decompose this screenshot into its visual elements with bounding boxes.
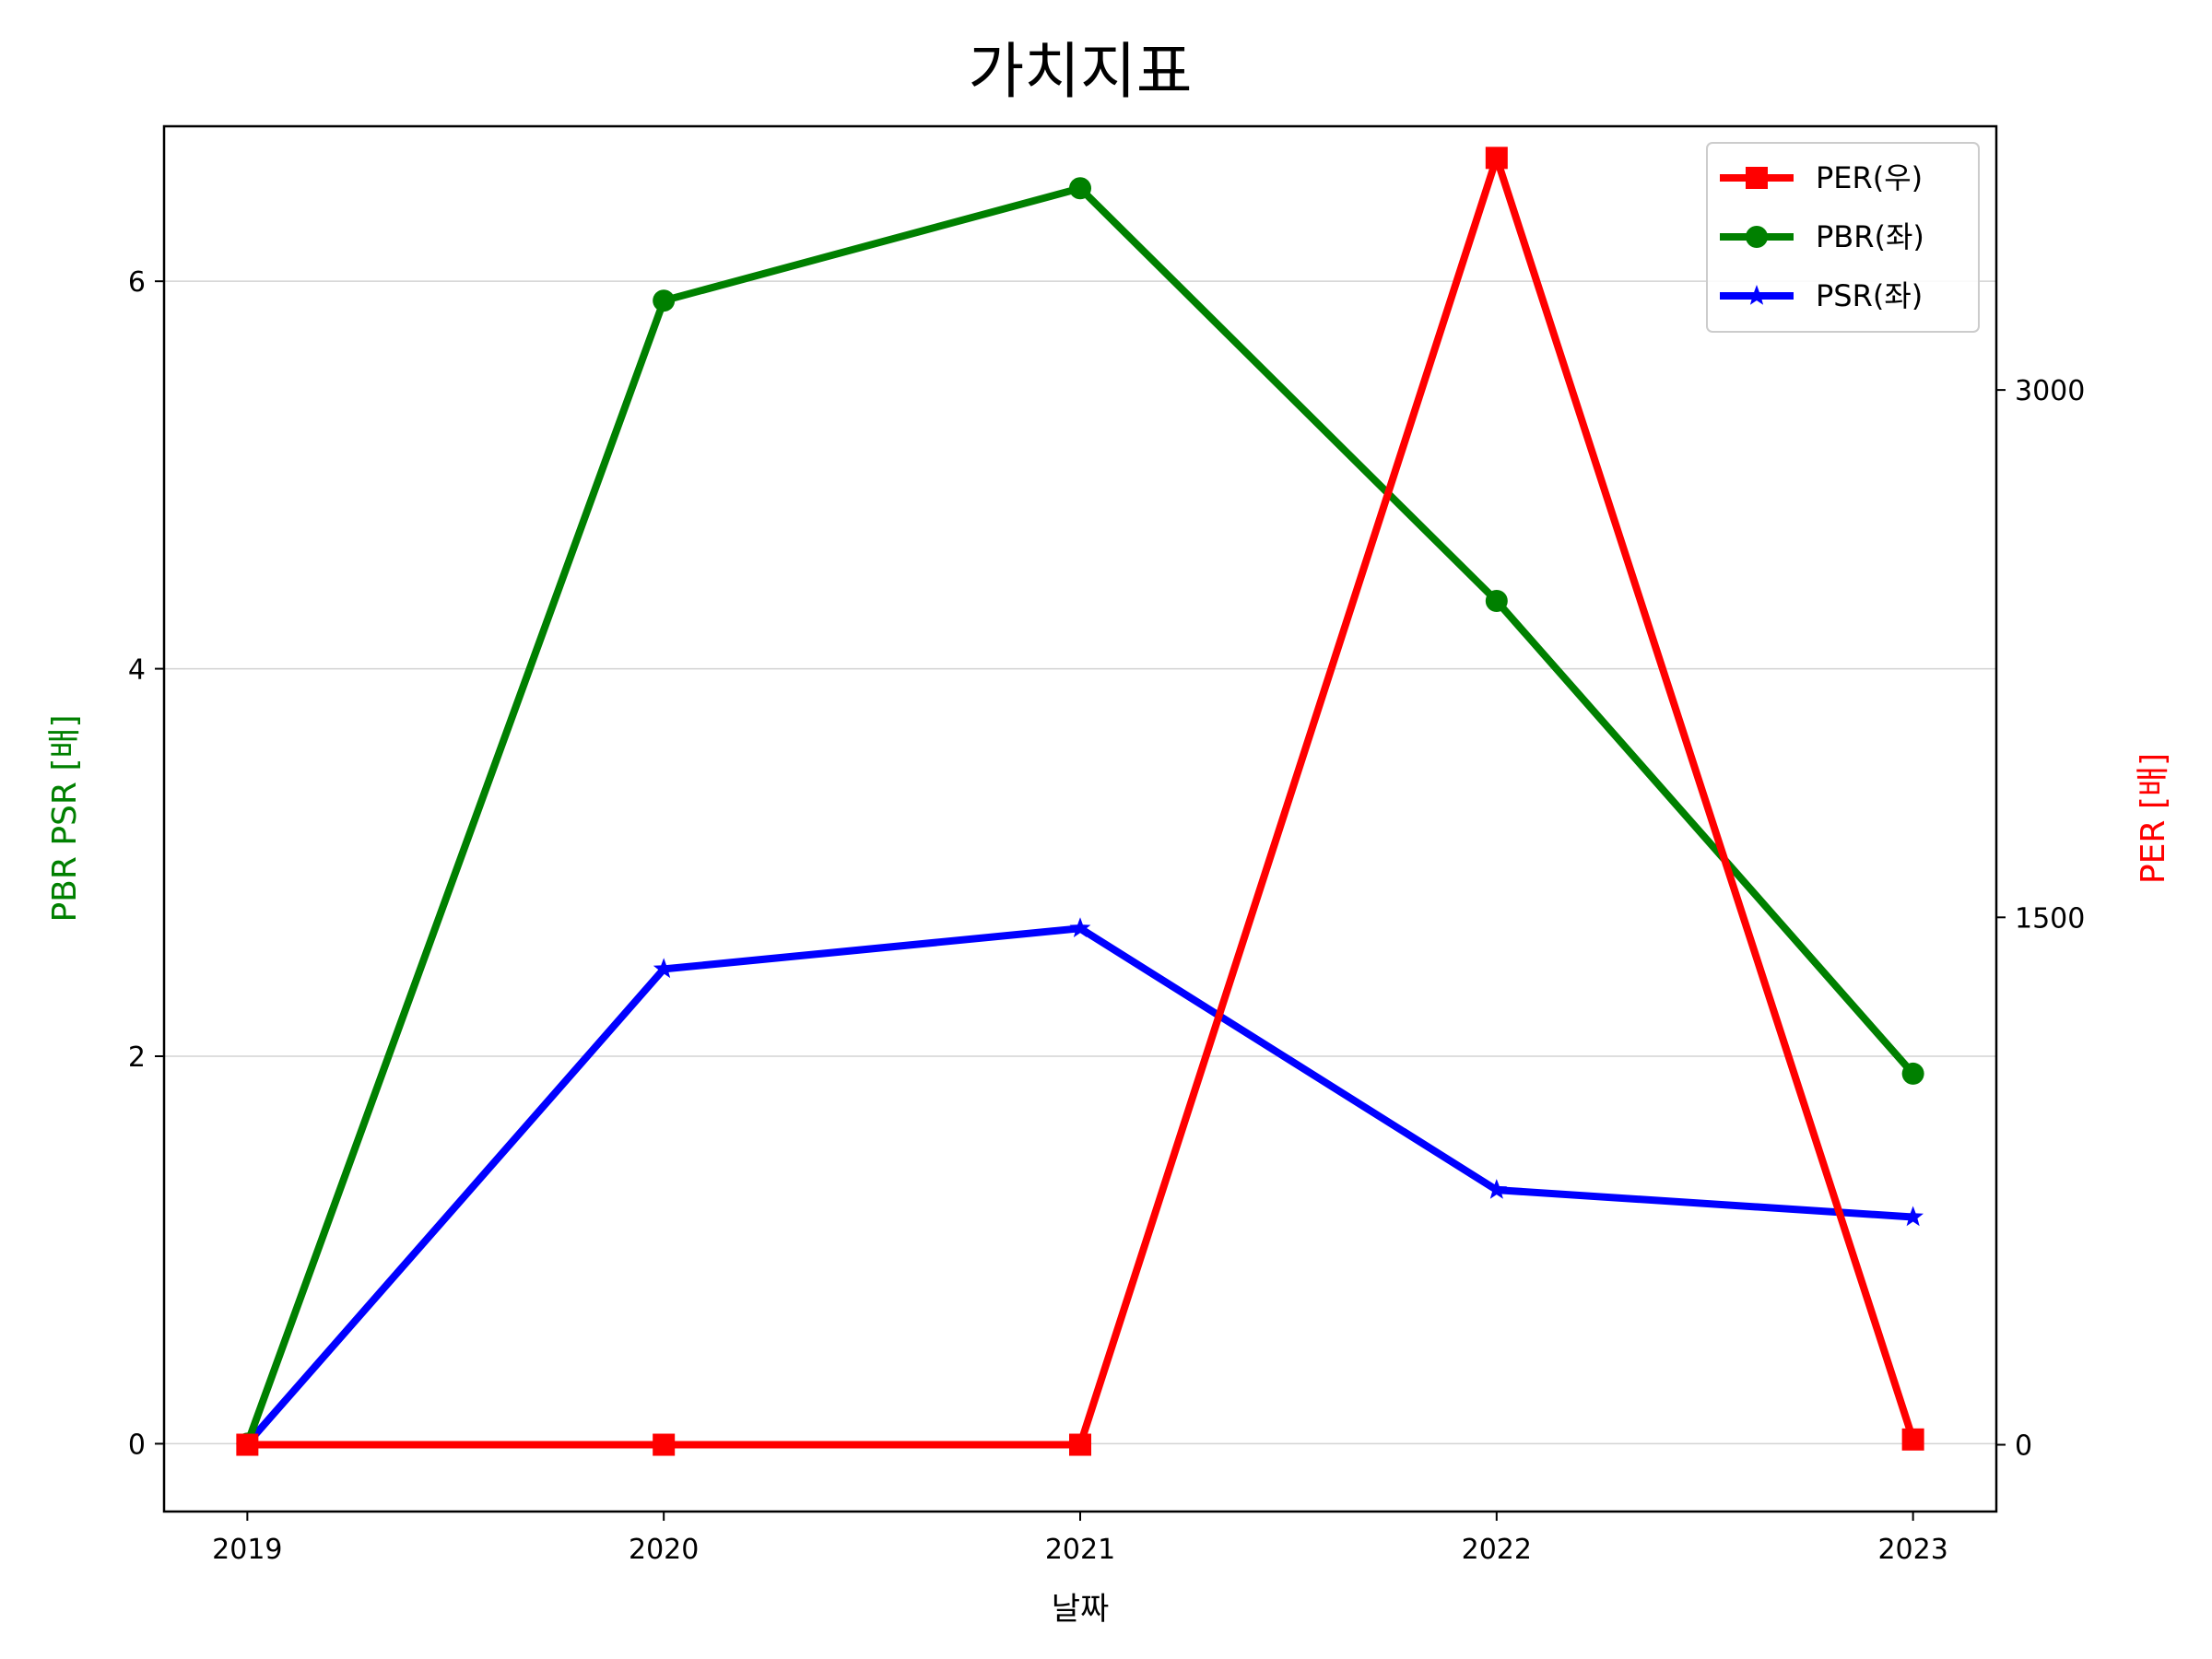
data-point bbox=[1901, 1062, 1924, 1085]
legend-label: PBR(좌) bbox=[1816, 219, 1924, 254]
legend-entry: PSR(좌) bbox=[1720, 278, 1923, 313]
legend: PER(우) PBR(좌) PSR(좌) bbox=[1706, 142, 1980, 333]
y-axis-left-label: PBR PSR [배] bbox=[46, 714, 84, 922]
data-point bbox=[1069, 917, 1091, 937]
x-axis-label: 날짜 bbox=[1052, 1591, 1110, 1628]
legend-marker bbox=[1746, 226, 1768, 248]
x-tick-label: 2020 bbox=[629, 1534, 699, 1566]
data-point bbox=[1902, 1206, 1924, 1227]
legend-marker bbox=[1746, 285, 1768, 305]
y-right-tick-label: 0 bbox=[2015, 1430, 2032, 1463]
series-layer bbox=[236, 147, 1924, 1456]
series-line bbox=[244, 924, 1913, 1447]
legend-box bbox=[1706, 142, 1980, 333]
plot-frame bbox=[162, 124, 1998, 1513]
y-left-tick-label: 4 bbox=[128, 654, 146, 687]
y-axis-left: 0 2 4 6 bbox=[128, 266, 164, 1461]
x-axis: 2019 2020 2021 2022 2023 bbox=[212, 1512, 1948, 1566]
legend-entry: PER(우) bbox=[1720, 160, 1923, 195]
data-point bbox=[1069, 177, 1091, 200]
series-PSR(좌) bbox=[237, 917, 1924, 1453]
grid-layer bbox=[164, 280, 1996, 1445]
x-tick-label: 2022 bbox=[1462, 1534, 1532, 1566]
legend-label: PER(우) bbox=[1816, 160, 1923, 195]
data-point bbox=[653, 1433, 676, 1456]
series-PER(우) bbox=[236, 147, 1924, 1456]
legend-marker bbox=[1746, 167, 1768, 189]
x-tick-label: 2023 bbox=[1877, 1534, 1947, 1566]
data-point bbox=[1485, 590, 1508, 613]
legend-entry: PBR(좌) bbox=[1720, 219, 1924, 254]
series-line bbox=[247, 154, 1917, 1449]
data-point bbox=[653, 958, 675, 979]
y-axis-right: 0 1500 3000 bbox=[1996, 375, 2085, 1463]
series-line bbox=[243, 184, 1916, 1445]
y-right-tick-label: 1500 bbox=[2015, 902, 2085, 935]
y-axis-right-label: PER [배] bbox=[2135, 753, 2172, 884]
data-point bbox=[1901, 1428, 1924, 1451]
y-right-tick-label: 3000 bbox=[2015, 375, 2085, 407]
data-point bbox=[236, 1433, 259, 1456]
legend-label: PSR(좌) bbox=[1816, 278, 1923, 313]
series-PBR(좌) bbox=[236, 177, 1924, 1455]
chart-title: 가치지표 bbox=[969, 36, 1193, 107]
y-left-tick-label: 6 bbox=[128, 266, 146, 299]
y-left-tick-label: 0 bbox=[128, 1429, 146, 1461]
y-left-tick-label: 2 bbox=[128, 1041, 146, 1074]
data-point bbox=[1486, 1179, 1508, 1199]
x-tick-label: 2021 bbox=[1045, 1534, 1115, 1566]
x-tick-label: 2019 bbox=[212, 1534, 282, 1566]
data-point bbox=[1485, 147, 1508, 170]
data-point bbox=[1069, 1433, 1091, 1456]
data-point bbox=[653, 289, 676, 312]
